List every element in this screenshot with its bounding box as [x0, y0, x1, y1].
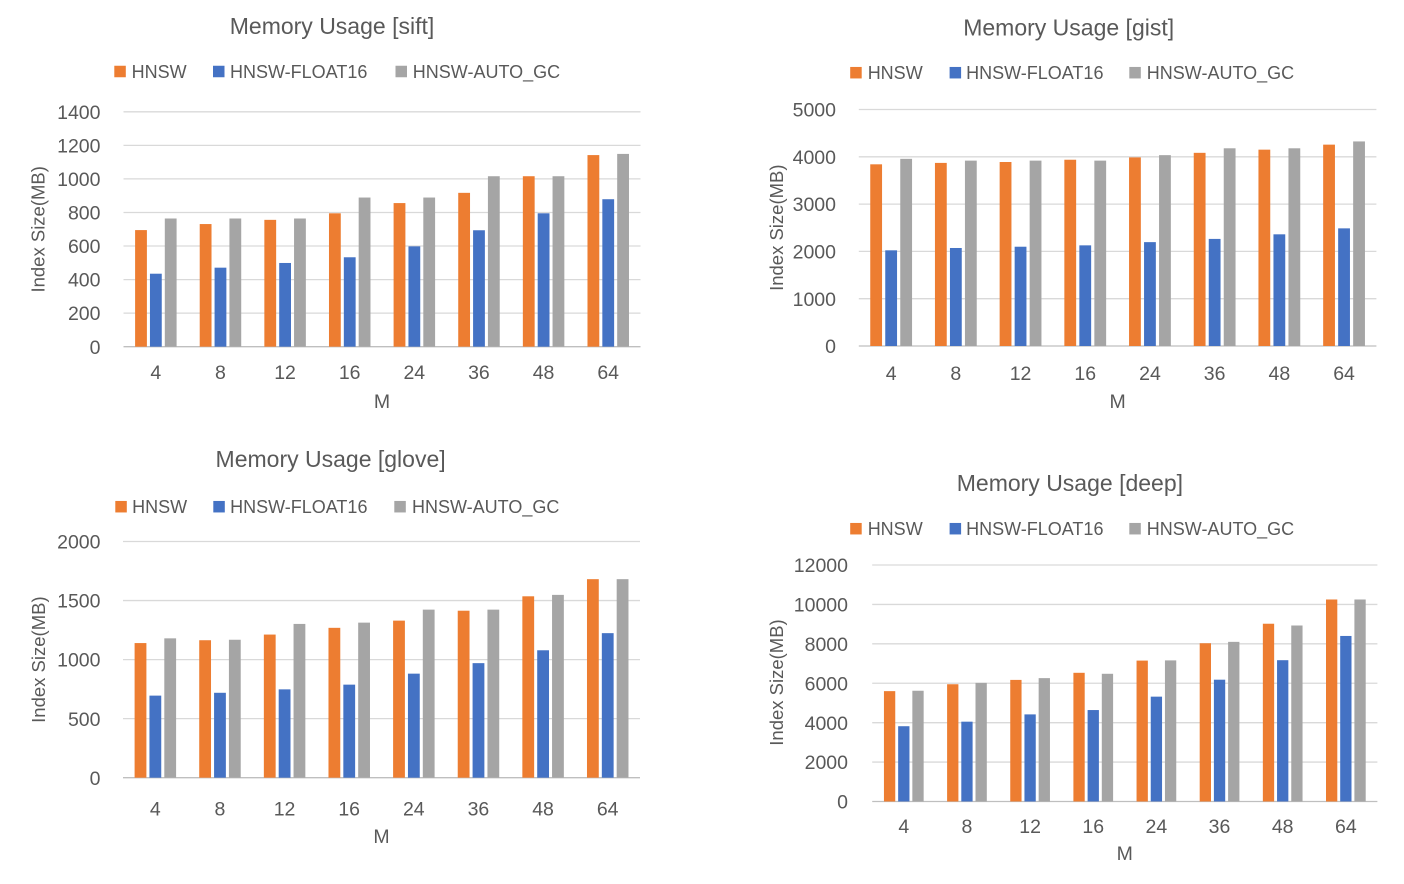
svg-text:4000: 4000 [805, 713, 849, 735]
svg-text:8: 8 [962, 816, 973, 838]
svg-text:Memory Usage [gist]: Memory Usage [gist] [963, 15, 1174, 41]
svg-text:0: 0 [837, 792, 848, 814]
svg-text:8: 8 [215, 362, 226, 384]
svg-text:HNSW-FLOAT16: HNSW-FLOAT16 [230, 497, 367, 517]
svg-text:1000: 1000 [793, 289, 837, 311]
svg-text:200: 200 [68, 303, 101, 325]
svg-text:8: 8 [215, 799, 226, 821]
svg-text:8: 8 [950, 363, 961, 385]
svg-text:M: M [1109, 391, 1125, 413]
svg-text:36: 36 [468, 799, 490, 821]
svg-text:HNSW: HNSW [132, 62, 187, 82]
svg-text:600: 600 [68, 236, 101, 258]
svg-text:64: 64 [597, 362, 619, 384]
svg-text:2000: 2000 [805, 752, 849, 774]
svg-text:48: 48 [1272, 816, 1294, 838]
svg-text:1000: 1000 [57, 169, 101, 191]
svg-text:48: 48 [532, 799, 554, 821]
svg-text:12: 12 [1019, 816, 1041, 838]
svg-text:1200: 1200 [57, 135, 101, 157]
svg-text:M: M [1117, 843, 1133, 865]
svg-text:M: M [374, 391, 390, 413]
svg-text:Index Size(MB): Index Size(MB) [766, 164, 787, 290]
svg-text:500: 500 [68, 709, 101, 731]
svg-text:HNSW: HNSW [132, 497, 187, 517]
svg-text:12000: 12000 [794, 555, 848, 577]
svg-text:Memory Usage [deep]: Memory Usage [deep] [957, 470, 1183, 496]
svg-text:2000: 2000 [57, 532, 101, 554]
svg-text:16: 16 [1074, 363, 1096, 385]
svg-text:1400: 1400 [57, 102, 101, 124]
svg-text:1500: 1500 [57, 591, 101, 613]
svg-text:36: 36 [1204, 363, 1226, 385]
svg-text:0: 0 [90, 337, 101, 359]
svg-text:8000: 8000 [805, 634, 849, 656]
svg-text:24: 24 [1146, 816, 1168, 838]
svg-text:0: 0 [90, 768, 101, 790]
svg-text:Index Size(MB): Index Size(MB) [27, 166, 48, 292]
svg-text:6000: 6000 [805, 673, 849, 695]
svg-text:1000: 1000 [57, 650, 101, 672]
svg-text:16: 16 [1082, 816, 1104, 838]
svg-text:3000: 3000 [793, 194, 837, 216]
svg-text:HNSW-AUTO_GC: HNSW-AUTO_GC [412, 497, 559, 518]
svg-text:HNSW-FLOAT16: HNSW-FLOAT16 [966, 519, 1103, 539]
svg-text:HNSW: HNSW [868, 519, 923, 539]
svg-text:HNSW-FLOAT16: HNSW-FLOAT16 [966, 63, 1103, 83]
svg-text:HNSW-AUTO_GC: HNSW-AUTO_GC [1147, 63, 1294, 84]
svg-text:10000: 10000 [794, 595, 848, 617]
svg-text:HNSW: HNSW [868, 63, 923, 83]
svg-text:48: 48 [533, 362, 555, 384]
svg-text:HNSW-AUTO_GC: HNSW-AUTO_GC [413, 62, 560, 83]
svg-text:4: 4 [150, 362, 161, 384]
svg-text:Index Size(MB): Index Size(MB) [28, 596, 49, 722]
svg-text:12: 12 [274, 799, 296, 821]
svg-text:64: 64 [597, 799, 619, 821]
svg-text:HNSW-AUTO_GC: HNSW-AUTO_GC [1147, 519, 1294, 540]
svg-text:64: 64 [1335, 816, 1357, 838]
svg-text:Memory Usage [glove]: Memory Usage [glove] [216, 446, 446, 472]
svg-text:4000: 4000 [793, 147, 837, 169]
svg-text:12: 12 [1010, 363, 1032, 385]
svg-text:36: 36 [1209, 816, 1231, 838]
svg-text:0: 0 [825, 336, 836, 358]
svg-text:16: 16 [338, 799, 360, 821]
svg-text:HNSW-FLOAT16: HNSW-FLOAT16 [230, 62, 367, 82]
svg-text:48: 48 [1268, 363, 1290, 385]
svg-text:400: 400 [68, 270, 101, 292]
svg-text:16: 16 [339, 362, 361, 384]
svg-text:4: 4 [150, 799, 161, 821]
svg-text:24: 24 [403, 362, 425, 384]
svg-text:64: 64 [1333, 363, 1355, 385]
svg-text:12: 12 [274, 362, 296, 384]
svg-text:24: 24 [403, 799, 425, 821]
svg-text:5000: 5000 [793, 100, 837, 122]
svg-text:24: 24 [1139, 363, 1161, 385]
svg-text:800: 800 [68, 203, 101, 225]
svg-text:2000: 2000 [793, 242, 837, 264]
svg-text:Index Size(MB): Index Size(MB) [766, 619, 787, 745]
svg-text:Memory Usage [sift]: Memory Usage [sift] [230, 13, 435, 39]
svg-text:36: 36 [468, 362, 490, 384]
svg-text:4: 4 [898, 816, 909, 838]
svg-text:4: 4 [886, 363, 897, 385]
svg-text:M: M [373, 826, 389, 848]
